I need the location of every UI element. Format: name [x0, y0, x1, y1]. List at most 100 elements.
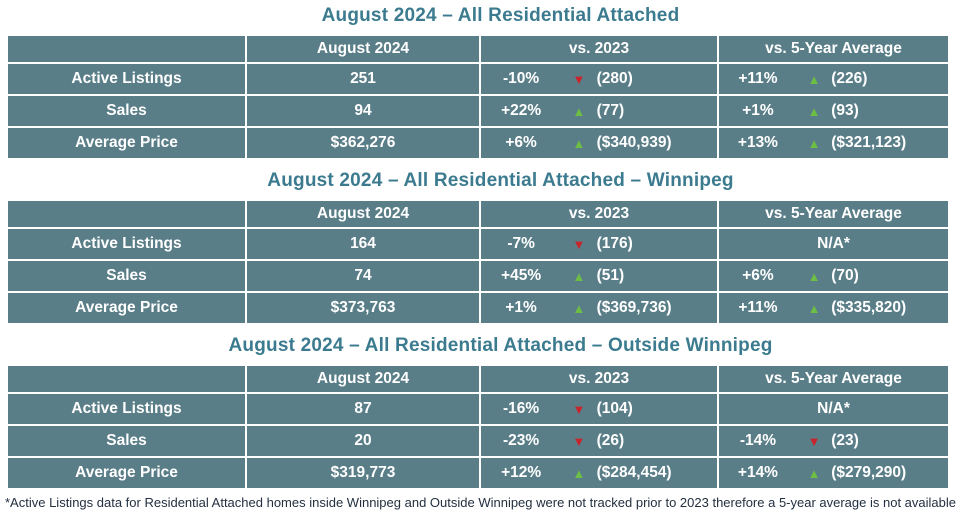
- na-value: N/A*: [817, 400, 850, 417]
- table-row-sales: Sales 94 +22% ▲ (77) +1% ▲ (93): [7, 94, 949, 128]
- compare-value: ($284,454): [596, 464, 672, 481]
- triangle-up-icon: ▲: [572, 300, 586, 316]
- col-header-vs-5yr-average: vs. 5-Year Average: [717, 365, 949, 394]
- compare-value: ($335,820): [831, 299, 907, 316]
- vs-5yr-cell-na: N/A*: [717, 392, 949, 426]
- pct-change: +22%: [501, 102, 542, 119]
- triangle-up-icon: ▲: [807, 268, 821, 284]
- vs-5yr-cell: +14% ▲ ($279,290): [717, 456, 949, 489]
- triangle-down-icon: ▼: [572, 236, 586, 252]
- triangle-down-icon: ▼: [807, 433, 821, 449]
- header-row: August 2024 vs. 2023 vs. 5-Year Average: [7, 365, 949, 394]
- pct-change: +11%: [738, 70, 778, 87]
- compare-value: (70): [831, 267, 859, 284]
- pct-change: +6%: [742, 267, 774, 284]
- pct-change: +14%: [737, 464, 778, 481]
- col-header-vs-5yr-average: vs. 5-Year Average: [717, 35, 949, 64]
- vs-5yr-cell: +11% ▲ ($335,820): [717, 291, 949, 324]
- corner-cell: [7, 365, 247, 394]
- table-row-average-price: Average Price $319,773 +12% ▲ ($284,454)…: [7, 456, 949, 489]
- current-value: 164: [245, 227, 481, 261]
- current-value: $319,773: [245, 456, 481, 489]
- header-row: August 2024 vs. 2023 vs. 5-Year Average: [7, 35, 949, 64]
- compare-value: (26): [596, 432, 625, 449]
- triangle-down-icon: ▼: [572, 71, 586, 87]
- compare-wrap: +1% ▲ ($369,736): [482, 299, 716, 317]
- vs-2023-cell: +22% ▲ (77): [479, 94, 719, 128]
- vs-5yr-cell: -14% ▼ (23): [717, 424, 949, 458]
- compare-value: ($279,290): [831, 464, 907, 481]
- table-row-active-listings: Active Listings 87 -16% ▼ (104) N/A*: [7, 392, 949, 426]
- compare-wrap: +6% ▲ (70): [720, 267, 946, 285]
- corner-cell: [7, 35, 247, 64]
- table-row-active-listings: Active Listings 164 -7% ▼ (176) N/A*: [7, 227, 949, 261]
- compare-wrap: N/A*: [720, 400, 946, 418]
- triangle-up-icon: ▲: [572, 465, 586, 481]
- compare-wrap: -16% ▼ (104): [482, 400, 716, 418]
- compare-wrap: +45% ▲ (51): [482, 267, 716, 285]
- vs-2023-cell: +6% ▲ ($340,939): [479, 126, 719, 159]
- vs-2023-cell: +1% ▲ ($369,736): [479, 291, 719, 324]
- vs-5yr-cell: +13% ▲ ($321,123): [717, 126, 949, 159]
- row-label: Active Listings: [7, 392, 247, 426]
- compare-wrap: +11% ▲ ($335,820): [720, 299, 946, 317]
- vs-2023-cell: -7% ▼ (176): [479, 227, 719, 261]
- current-value: 20: [245, 424, 481, 458]
- vs-5yr-cell: +11% ▲ (226): [717, 62, 949, 96]
- current-value: $373,763: [245, 291, 481, 324]
- triangle-up-icon: ▲: [807, 135, 821, 151]
- row-label: Sales: [7, 424, 247, 458]
- vs-2023-cell: -16% ▼ (104): [479, 392, 719, 426]
- triangle-up-icon: ▲: [807, 300, 821, 316]
- compare-value: (23): [831, 432, 859, 449]
- vs-2023-cell: +12% ▲ ($284,454): [479, 456, 719, 489]
- vs-5yr-cell: +1% ▲ (93): [717, 94, 949, 128]
- compare-value: (77): [596, 102, 625, 119]
- pct-change: -16%: [503, 400, 540, 417]
- compare-wrap: +14% ▲ ($279,290): [720, 464, 946, 482]
- row-label: Active Listings: [7, 62, 247, 96]
- triangle-up-icon: ▲: [572, 268, 586, 284]
- triangle-up-icon: ▲: [572, 103, 586, 119]
- compare-wrap: -7% ▼ (176): [482, 235, 716, 253]
- triangle-down-icon: ▼: [572, 433, 586, 449]
- compare-value: (280): [596, 70, 633, 87]
- footnote-text: *Active Listings data for Residential At…: [5, 495, 957, 510]
- compare-wrap: N/A*: [720, 235, 946, 253]
- vs-5yr-cell: +6% ▲ (70): [717, 259, 949, 293]
- col-header-vs-5yr-average: vs. 5-Year Average: [717, 200, 949, 229]
- row-label: Active Listings: [7, 227, 247, 261]
- table-title-all-residential-attached: August 2024 – All Residential Attached: [321, 5, 680, 26]
- col-header-vs-2023: vs. 2023: [479, 365, 719, 394]
- pct-change: +1%: [742, 102, 774, 119]
- current-value: 94: [245, 94, 481, 128]
- current-value: 87: [245, 392, 481, 426]
- pct-change: -23%: [503, 432, 540, 449]
- row-label: Average Price: [7, 126, 247, 159]
- current-value: 251: [245, 62, 481, 96]
- current-value: $362,276: [245, 126, 481, 159]
- table-title-outside-winnipeg: August 2024 – All Residential Attached –…: [228, 335, 773, 356]
- current-value: 74: [245, 259, 481, 293]
- compare-value: (226): [831, 70, 868, 87]
- triangle-up-icon: ▲: [807, 103, 821, 119]
- compare-wrap: +12% ▲ ($284,454): [482, 464, 716, 482]
- triangle-down-icon: ▼: [572, 401, 586, 417]
- compare-wrap: +13% ▲ ($321,123): [720, 134, 946, 152]
- col-header-august-2024: August 2024: [245, 365, 481, 394]
- vs-2023-cell: -10% ▼ (280): [479, 62, 719, 96]
- compare-value: (104): [596, 400, 633, 417]
- compare-wrap: -23% ▼ (26): [482, 432, 716, 450]
- stats-table-outside-winnipeg: August 2024 vs. 2023 vs. 5-Year Average …: [7, 365, 949, 489]
- row-label: Average Price: [7, 456, 247, 489]
- pct-change: +6%: [505, 134, 537, 151]
- pct-change: +13%: [737, 134, 778, 151]
- table-title-winnipeg: August 2024 – All Residential Attached –…: [267, 170, 734, 191]
- compare-wrap: +11% ▲ (226): [720, 70, 946, 88]
- compare-wrap: -14% ▼ (23): [720, 432, 946, 450]
- compare-value: ($321,123): [831, 134, 907, 151]
- row-label: Average Price: [7, 291, 247, 324]
- corner-cell: [7, 200, 247, 229]
- pct-change: -7%: [507, 235, 535, 252]
